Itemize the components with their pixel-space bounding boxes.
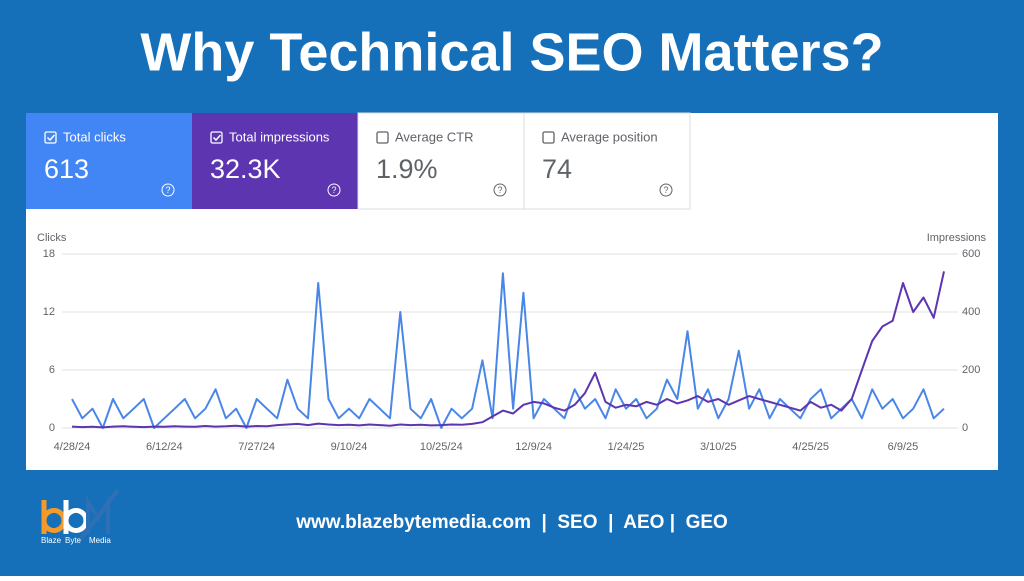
card-label: Total clicks	[63, 129, 126, 144]
card	[357, 112, 525, 210]
card-label: Average CTR	[395, 129, 474, 144]
card-value: 613	[44, 154, 89, 184]
help-icon-text: ?	[497, 185, 502, 195]
y-tick-label: 18	[43, 248, 55, 260]
card-value: 32.3K	[210, 154, 281, 184]
help-icon	[327, 183, 341, 197]
y2-tick-label: 400	[962, 306, 980, 318]
x-tick-label: 9/10/24	[331, 441, 368, 453]
checkmark	[212, 134, 222, 142]
y-axis-label: Clicks	[37, 232, 67, 244]
logo: Blaze Byte Media	[41, 488, 120, 545]
x-tick-label: 4/25/25	[792, 441, 829, 453]
x-tick-label: 3/10/25	[700, 441, 737, 453]
y2-tick-label: 0	[962, 422, 968, 434]
help-icon-text: ?	[663, 185, 668, 195]
x-tick-label: 7/27/24	[238, 441, 275, 453]
card-value: 74	[542, 154, 572, 184]
x-tick-label: 10/25/24	[420, 441, 463, 453]
x-tick-label: 6/9/25	[888, 441, 919, 453]
x-tick-label: 1/24/25	[608, 441, 645, 453]
checkbox	[542, 131, 555, 144]
logo-m	[78, 488, 120, 542]
series-line	[71, 271, 945, 429]
logo-word: Blaze	[41, 536, 62, 545]
logo-word: Media	[89, 536, 111, 545]
help-icon	[493, 183, 507, 197]
logo-word: Byte	[65, 536, 82, 545]
checkbox	[210, 131, 223, 144]
series-line	[71, 272, 945, 429]
card	[192, 113, 358, 209]
footer-text: www.blazebytemedia.com | SEO | AEO | GEO	[295, 512, 728, 533]
x-tick-label: 12/9/24	[515, 441, 552, 453]
checkbox	[376, 131, 389, 144]
y-tick-label: 0	[49, 422, 55, 434]
y-tick-label: 6	[49, 364, 55, 376]
card-value: 1.9%	[376, 154, 438, 184]
x-tick-label: 6/12/24	[146, 441, 183, 453]
y2-tick-label: 200	[962, 364, 980, 376]
card-label: Average position	[561, 129, 658, 144]
help-icon	[659, 183, 673, 197]
help-icon-text: ?	[331, 185, 336, 195]
card-label: Total impressions	[229, 129, 330, 144]
card	[26, 113, 192, 209]
card	[523, 112, 691, 210]
help-icon-text: ?	[165, 185, 170, 195]
y2-axis-label: Impressions	[927, 232, 987, 244]
y2-tick-label: 600	[962, 248, 980, 260]
help-icon	[161, 183, 175, 197]
y-tick-label: 12	[43, 306, 55, 318]
checkbox	[44, 131, 57, 144]
checkmark	[46, 134, 56, 142]
title: Why Technical SEO Matters?	[140, 22, 883, 82]
logo-b	[63, 500, 89, 534]
x-tick-label: 4/28/24	[54, 441, 91, 453]
